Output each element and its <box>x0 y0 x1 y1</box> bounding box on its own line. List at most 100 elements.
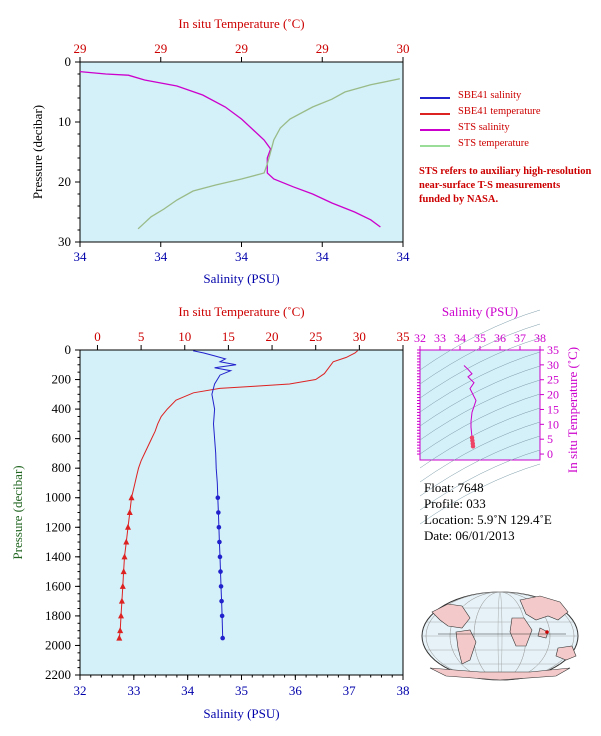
main-sal-tick-label: 34 <box>181 683 195 698</box>
main-pressure-tick-label: 1800 <box>45 608 71 623</box>
density-contour <box>419 309 541 371</box>
top-temp-tick-label: 29 <box>74 41 87 56</box>
world-map <box>421 591 579 681</box>
top-series-sts-salinity <box>79 70 381 228</box>
main-pressure-tick-label: 0 <box>65 342 72 357</box>
salinity-point <box>219 598 224 604</box>
legend-swatch <box>420 97 450 99</box>
legend-label: STS temperature <box>458 138 529 149</box>
ts-temp-tick-label: 10 <box>547 417 559 431</box>
top-temp-axis-title: In situ Temperature (˚C) <box>178 16 304 31</box>
main-temp-tick-label: 0 <box>94 329 101 344</box>
float-info: Float: 7648 Profile: 033 Location: 5.9˚N… <box>424 480 552 544</box>
main-pressure-axis-title: Pressure (decibar) <box>10 465 25 559</box>
ts-temp-tick-label: 20 <box>547 388 559 402</box>
ts-sal-tick-label: 32 <box>414 331 426 345</box>
main-temp-tick-label: 25 <box>309 329 322 344</box>
main-temp-tick-label: 20 <box>266 329 279 344</box>
density-contour <box>419 393 541 455</box>
top-sal-tick-label: 34 <box>74 249 88 264</box>
ts-temp-tick-label: 15 <box>547 402 559 416</box>
top-temp-tick-label: 29 <box>235 41 248 56</box>
legend-swatch <box>420 113 450 115</box>
float-id: Float: 7648 <box>424 480 484 495</box>
main-pressure-tick-label: 1000 <box>45 490 71 505</box>
ts-temp-tick-label: 0 <box>547 447 553 461</box>
main-pressure-tick-label: 1200 <box>45 519 71 534</box>
sts-note: STS refers to auxiliary high-resolution … <box>419 166 592 205</box>
legend-item-sbe41-temperature: SBE41 temperature <box>420 106 541 122</box>
main-pressure-tick-label: 1600 <box>45 578 71 593</box>
main-temp-tick-label: 35 <box>397 329 410 344</box>
legend-item-sbe41-salinity: SBE41 salinity <box>420 90 541 106</box>
top-sal-tick-label: 34 <box>316 249 330 264</box>
temperature-point <box>118 612 125 619</box>
top-pressure-tick-label: 10 <box>58 114 71 129</box>
main-sal-tick-label: 37 <box>343 683 357 698</box>
ts-sal-tick-label: 36 <box>494 331 506 345</box>
temperature-point <box>125 523 132 530</box>
map-landmass <box>431 603 471 629</box>
ts-sal-tick-label: 38 <box>534 331 546 345</box>
top-pressure-tick-label: 20 <box>58 174 71 189</box>
density-contour <box>419 463 541 525</box>
ts-point <box>470 444 476 449</box>
temperature-point <box>116 634 123 641</box>
top-temp-tick-label: 30 <box>397 41 410 56</box>
top-sal-tick-label: 34 <box>235 249 249 264</box>
temperature-point <box>117 627 124 634</box>
salinity-point <box>215 495 221 501</box>
profile-number: Profile: 033 <box>424 496 486 511</box>
main-pressure-tick-label: 600 <box>52 431 72 446</box>
ts-sal-axis-title: Salinity (PSU) <box>442 304 518 319</box>
legend-label: STS salinity <box>458 122 510 133</box>
salinity-point <box>216 524 222 530</box>
temperature-point <box>119 582 126 589</box>
main-pressure-tick-label: 2200 <box>45 667 71 682</box>
density-contour <box>419 449 541 511</box>
salinity-point <box>216 510 221 515</box>
main-sal-tick-label: 32 <box>74 683 87 698</box>
map-landmass <box>537 627 549 639</box>
density-contour <box>419 421 541 483</box>
salinity-point <box>217 539 222 545</box>
main-sal-tick-label: 35 <box>235 683 248 698</box>
top-pressure-axis-title: Pressure (decibar) <box>30 105 45 199</box>
main-pressure-tick-label: 1400 <box>45 549 71 564</box>
salinity-point <box>219 613 225 619</box>
ts-temp-tick-label: 35 <box>547 343 559 357</box>
legend-label: SBE41 salinity <box>458 90 522 101</box>
top-sal-axis-title: Salinity (PSU) <box>203 271 279 286</box>
density-contour <box>419 435 541 497</box>
ts-sal-tick-label: 33 <box>434 331 446 345</box>
density-contour <box>419 407 541 469</box>
map-landmass <box>555 645 577 661</box>
main-pressure-tick-label: 2000 <box>45 637 71 652</box>
date: Date: 06/01/2013 <box>424 528 515 543</box>
ts-temp-tick-label: 30 <box>547 358 559 372</box>
salinity-point <box>218 569 223 574</box>
density-contour <box>419 337 541 399</box>
map-landmass <box>429 667 571 681</box>
salinity-point <box>217 554 223 560</box>
top-pressure-tick-label: 0 <box>65 54 72 69</box>
temperature-point <box>118 597 125 604</box>
ts-temp-axis-title: In situ Temperature (˚C) <box>565 347 580 473</box>
main-sal-tick-label: 38 <box>397 683 410 698</box>
main-temp-axis-title: In situ Temperature (˚C) <box>178 304 304 319</box>
main-plot-area <box>79 349 404 676</box>
top-temp-tick-label: 29 <box>316 41 329 56</box>
ts-sal-tick-label: 34 <box>454 331 466 345</box>
map-landmass <box>509 617 533 647</box>
main-temp-tick-label: 15 <box>222 329 235 344</box>
legend-swatch <box>420 129 450 131</box>
top-sal-tick-label: 34 <box>397 249 411 264</box>
float-location-marker <box>545 630 549 634</box>
ts-temp-tick-label: 25 <box>547 373 559 387</box>
main-pressure-tick-label: 200 <box>52 372 72 387</box>
ts-sal-tick-label: 37 <box>514 331 526 345</box>
legend-swatch <box>420 145 450 147</box>
density-contour <box>419 365 541 427</box>
main-sal-tick-label: 36 <box>289 683 303 698</box>
